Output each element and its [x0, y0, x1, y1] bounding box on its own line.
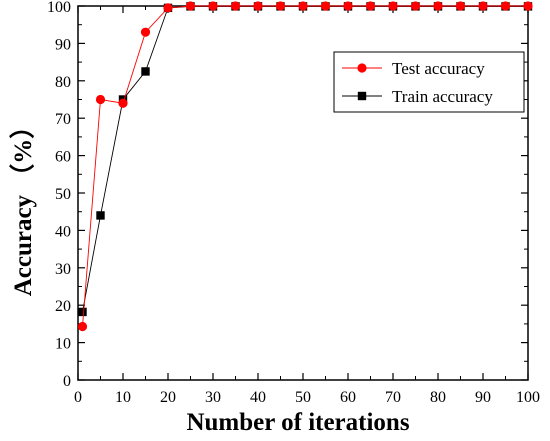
test-accuracy-point — [253, 1, 263, 11]
x-tick-label: 20 — [160, 389, 176, 406]
y-tick-label: 10 — [55, 336, 71, 353]
y-tick-label: 20 — [55, 298, 71, 315]
x-tick-label: 80 — [430, 389, 446, 406]
test-accuracy-point — [95, 94, 106, 105]
x-tick-label: 90 — [475, 389, 491, 406]
train-accuracy-point — [141, 67, 150, 76]
legend: Test accuracy Train accuracy — [333, 51, 525, 113]
x-tick-label: 60 — [340, 389, 356, 406]
test-accuracy-point — [77, 321, 88, 332]
test-accuracy-point — [185, 1, 196, 11]
y-tick-label: 0 — [63, 373, 71, 390]
y-tick-label: 80 — [55, 74, 71, 91]
test-accuracy-point — [275, 1, 286, 11]
test-accuracy-point — [163, 3, 173, 13]
y-tick-label: 50 — [55, 186, 71, 203]
test-accuracy-point — [410, 1, 421, 11]
y-tick-label: 60 — [55, 149, 71, 166]
x-tick-label: 0 — [74, 389, 82, 406]
x-tick-label: 50 — [295, 389, 311, 406]
y-tick-label: 70 — [55, 111, 71, 128]
test-accuracy-point — [320, 1, 331, 11]
test-accuracy-point — [118, 98, 128, 108]
x-tick-label: 70 — [385, 389, 401, 406]
test-accuracy-point — [230, 1, 241, 11]
train-accuracy-point — [96, 211, 105, 220]
legend-test-accuracy-marker — [357, 63, 367, 73]
y-axis-title: Accuracy （%） — [8, 114, 37, 297]
test-accuracy-point — [208, 1, 218, 11]
test-accuracy-point — [455, 1, 466, 11]
test-accuracy-point — [343, 1, 353, 11]
test-accuracy-point — [388, 1, 398, 11]
test-accuracy-point — [478, 1, 488, 11]
test-accuracy-point — [500, 1, 511, 11]
test-accuracy-point — [523, 1, 533, 11]
y-tick-label: 90 — [55, 36, 71, 53]
test-accuracy-point — [140, 27, 151, 37]
y-tick-label: 30 — [55, 261, 71, 278]
test-accuracy-point — [433, 1, 443, 11]
legend-train-accuracy-marker — [357, 91, 367, 101]
x-tick-label: 100 — [516, 389, 540, 406]
y-tick-label: 100 — [47, 0, 71, 16]
x-tick-label: 10 — [115, 389, 131, 406]
legend-train-accuracy-label: Train accuracy — [392, 87, 493, 106]
test-accuracy-point — [365, 1, 376, 11]
x-axis-title: Number of iterations — [186, 409, 409, 436]
x-tick-label: 40 — [250, 389, 266, 406]
x-tick-label: 30 — [205, 389, 221, 406]
train-accuracy-point — [78, 307, 87, 317]
legend-test-accuracy-label: Test accuracy — [392, 59, 485, 78]
y-tick-label: 40 — [55, 223, 71, 240]
legend-box — [333, 51, 525, 113]
test-accuracy-point — [298, 1, 308, 11]
